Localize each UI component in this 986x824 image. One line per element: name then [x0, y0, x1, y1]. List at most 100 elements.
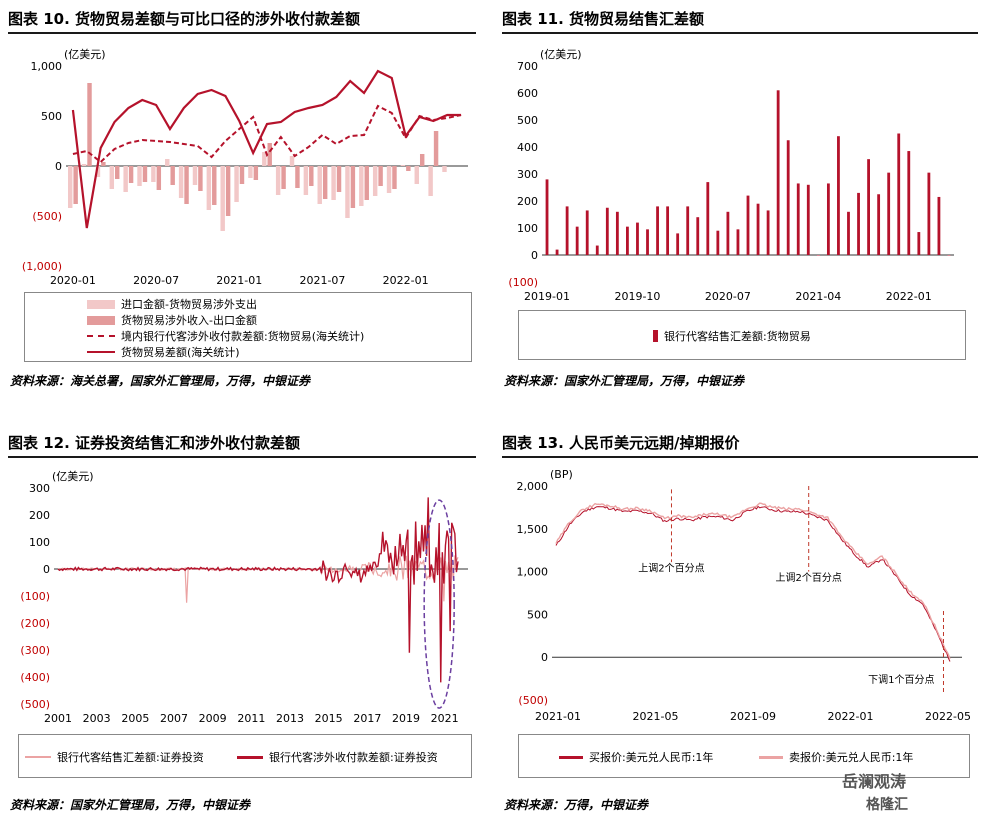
- bar-receipt-minus-export: [170, 166, 175, 185]
- chart-11: 700 600 500 400 300 200 100 0 (100) (亿美元) 2019-01 2…: [508, 48, 954, 303]
- x-tick-label: 2019-10: [614, 290, 660, 303]
- bar-goods-trade-fx: [756, 203, 760, 255]
- y-tick-label: 0: [531, 249, 538, 262]
- bar-import-minus-payment: [192, 166, 198, 185]
- x-tick-label: 2019: [392, 712, 420, 725]
- bar-goods-trade-fx: [907, 151, 911, 255]
- bar-goods-trade-fx: [917, 232, 921, 255]
- panel-10-source: 资料来源：海关总署，国家外汇管理局，万得，中银证券: [10, 374, 311, 388]
- x-tick-label: 2001: [44, 712, 72, 725]
- legend-label: 银行代客结售汇差额:证券投资: [57, 751, 204, 764]
- x-tick-label: 2022-01: [383, 274, 429, 287]
- legend-11: 银行代客结售汇差额:货物贸易: [518, 310, 966, 360]
- legend-label: 银行代客涉外收付款差额:证券投资: [269, 751, 438, 764]
- bar-goods-trade-fx: [726, 211, 730, 255]
- watermark-2: 格隆汇: [866, 797, 908, 813]
- legend-10-item-3: 境内银行代客涉外收付款差额:货物贸易(海关统计): [87, 328, 364, 344]
- x-tick-label: 2020-07: [133, 274, 179, 287]
- y-tick-label: (400): [20, 671, 50, 684]
- line-trade-balance: [71, 69, 462, 229]
- bar-goods-trade-fx: [927, 172, 931, 255]
- x-tick-label: 2011: [237, 712, 265, 725]
- bar-receipt-minus-export: [253, 166, 259, 180]
- y-tick-label: 300: [517, 168, 538, 181]
- x-tick-label: 2013: [276, 712, 304, 725]
- panel-12-source: 资料来源：国家外汇管理局，万得，中银证券: [10, 798, 251, 812]
- bar-receipt-minus-export: [101, 162, 106, 166]
- x-tick-label: 2021: [431, 712, 459, 725]
- bar-goods-trade-fx: [696, 217, 700, 255]
- y-tick-label: 600: [517, 87, 538, 100]
- bar-receipt-minus-export: [309, 166, 314, 186]
- legend-swatch: [87, 299, 115, 309]
- x-tick-label: 2022-01: [828, 710, 874, 723]
- legend-12-item-2: 银行代客涉外收付款差额:证券投资: [237, 749, 438, 765]
- legend-label: 货物贸易差额(海关统计): [121, 346, 240, 359]
- y-tick-label: 1,000: [517, 566, 549, 579]
- y-tick-label: 500: [527, 608, 548, 621]
- bar-receipt-minus-export: [142, 166, 148, 182]
- legend-line: [237, 755, 263, 759]
- bar-import-minus-payment: [442, 166, 447, 172]
- legend-10: 进口金额-货物贸易涉外支出 货物贸易涉外收入-出口金额 境内银行代客涉外收付款差…: [24, 292, 472, 362]
- bar-goods-trade-fx: [706, 182, 710, 255]
- y-axis-label: (亿美元): [52, 470, 94, 483]
- bar-goods-trade-fx: [626, 226, 629, 255]
- bar-receipt-minus-export: [433, 131, 439, 166]
- legend-swatch: [653, 330, 658, 342]
- bar-receipt-minus-export: [198, 166, 203, 191]
- bar-import-minus-payment: [400, 165, 406, 166]
- x-tick-label: 2020-07: [705, 290, 751, 303]
- legend-label: 卖报价:美元兑人民币:1年: [789, 751, 914, 764]
- x-tick-label: 2005: [121, 712, 149, 725]
- bar-goods-trade-fx: [887, 172, 891, 255]
- bar-import-minus-payment: [137, 166, 142, 186]
- legend-10-item-1: 进口金额-货物贸易涉外支出: [87, 296, 257, 312]
- x-tick-label: 2021-04: [795, 290, 841, 303]
- legend-line: [87, 351, 115, 353]
- bar-goods-trade-fx: [826, 183, 830, 255]
- y-tick-label: (500): [32, 210, 62, 223]
- bar-receipt-minus-export: [364, 166, 369, 200]
- bar-import-minus-payment: [359, 166, 364, 206]
- x-tick-label: 2007: [160, 712, 188, 725]
- panel-11-title: 图表 11. 货物贸易结售汇差额: [502, 10, 705, 28]
- bar-import-minus-payment: [414, 166, 419, 184]
- bar-import-minus-payment: [67, 166, 73, 208]
- bar-goods-trade-fx: [585, 210, 589, 255]
- bar-import-minus-payment: [109, 166, 115, 189]
- bar-receipt-minus-export: [336, 166, 342, 192]
- y-tick-label: 100: [29, 536, 50, 549]
- y-tick-label: (200): [20, 617, 50, 630]
- bar-import-minus-payment: [345, 166, 350, 218]
- bar-goods-trade-fx: [937, 196, 941, 255]
- bar-goods-trade-fx: [837, 136, 840, 255]
- x-tick-label: 2019-01: [524, 290, 570, 303]
- legend-label: 货物贸易涉外收入-出口金额: [121, 314, 257, 327]
- bar-receipt-minus-export: [350, 166, 356, 208]
- bar-import-minus-payment: [234, 166, 239, 202]
- y-tick-label: 500: [517, 114, 538, 127]
- bar-receipt-minus-export: [128, 166, 134, 183]
- y-tick-label: 1,500: [517, 523, 549, 536]
- x-tick-label: 2021-01: [216, 274, 262, 287]
- legend-label: 境内银行代客涉外收付款差额:货物贸易(海关统计): [121, 330, 365, 343]
- bar-goods-trade-fx: [656, 206, 659, 255]
- y-tick-label: 200: [29, 509, 50, 522]
- bar-goods-trade-fx: [947, 255, 951, 256]
- bar-receipt-minus-export: [156, 166, 162, 190]
- y-tick-label: 400: [517, 141, 538, 154]
- legend-line: [559, 755, 583, 759]
- y-tick-label: 2,000: [517, 480, 549, 493]
- bar-goods-trade-fx: [666, 206, 670, 255]
- x-tick-label: 2021-01: [535, 710, 581, 723]
- y-tick-label: 0: [43, 563, 50, 576]
- bar-goods-trade-fx: [796, 183, 800, 255]
- bar-goods-trade-fx: [676, 233, 680, 255]
- bar-import-minus-payment: [262, 152, 267, 166]
- bar-goods-trade-fx: [736, 229, 740, 255]
- bar-goods-trade-fx: [847, 211, 850, 255]
- bar-receipt-minus-export: [267, 143, 272, 166]
- legend-label: 买报价:美元兑人民币:1年: [589, 751, 714, 764]
- panel-13-title-rule: [502, 456, 978, 458]
